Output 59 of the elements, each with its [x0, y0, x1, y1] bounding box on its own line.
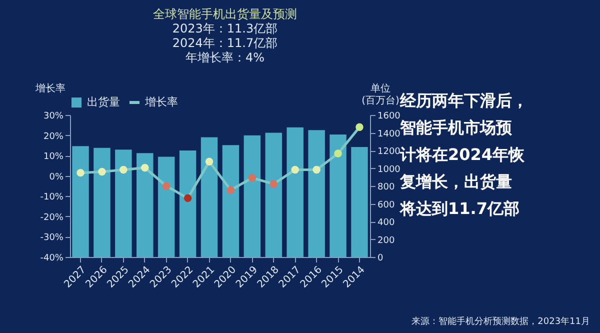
point — [248, 174, 256, 182]
chart-title: 全球智能手机出货量及预测 — [153, 7, 297, 21]
bar — [158, 156, 175, 257]
point — [312, 166, 320, 174]
bar — [136, 153, 154, 257]
bar — [351, 146, 368, 257]
y-tick-label: 20% — [43, 132, 64, 142]
y-tick-label: -20% — [40, 212, 64, 223]
bar — [265, 132, 282, 257]
bar — [308, 130, 325, 257]
y2-tick-label: 600 — [378, 200, 395, 210]
text: 将达到11.7亿部 — [399, 199, 520, 218]
bar — [179, 150, 196, 257]
text: 智能手机市场预 — [399, 118, 513, 137]
bar — [94, 148, 110, 257]
text: 2023年：11.3亿部 — [172, 22, 278, 36]
text: 2024年：11.7亿部 — [172, 36, 278, 50]
bar — [200, 137, 218, 257]
bar — [286, 127, 304, 257]
y2-axis-title: 单位 (百万台) — [362, 82, 400, 106]
y2-tick-label: 1600 — [378, 112, 401, 122]
y-tick-label: -10% — [40, 192, 64, 203]
point — [141, 164, 149, 172]
y2-tick-label: 0 — [378, 254, 384, 264]
y-tick-label: -40% — [40, 254, 64, 264]
bar — [330, 134, 346, 257]
y2-tick-label: 400 — [378, 218, 395, 228]
y2-tick-label: 1000 — [378, 164, 401, 175]
text: 经历两年下滑后， — [399, 91, 528, 110]
y-tick-label: 30% — [43, 112, 64, 122]
y2-tick-label: 800 — [378, 182, 395, 192]
text: 复增长，出货量 — [399, 172, 512, 191]
bar — [244, 135, 261, 257]
point — [98, 168, 106, 176]
point — [76, 168, 84, 177]
y2-tick-label: 200 — [378, 236, 395, 246]
point — [184, 194, 192, 202]
source-note: 来源：智能手机分析预测数据，2023年11月 — [412, 316, 590, 327]
point — [356, 123, 364, 132]
point — [162, 182, 170, 190]
text: 年增长率：4% — [185, 50, 265, 64]
point — [291, 166, 299, 174]
y2-tick-label: 1400 — [378, 129, 401, 140]
bar — [115, 150, 132, 257]
bar — [72, 146, 89, 257]
point — [205, 158, 214, 166]
text: 计将在2024年恢 — [399, 145, 526, 164]
point — [120, 166, 128, 174]
legend-label: 出货量 — [87, 96, 120, 108]
y-axis-title: 增长率 — [34, 82, 66, 94]
bar — [222, 145, 240, 257]
legend-label: 增长率 — [144, 96, 178, 108]
y-tick-label: 10% — [43, 152, 64, 162]
y-tick-label: 0% — [49, 172, 64, 182]
point — [270, 180, 278, 188]
point — [334, 150, 342, 158]
y-tick-label: -30% — [40, 233, 64, 244]
point — [226, 186, 235, 194]
y2-tick-label: 1200 — [378, 147, 401, 157]
